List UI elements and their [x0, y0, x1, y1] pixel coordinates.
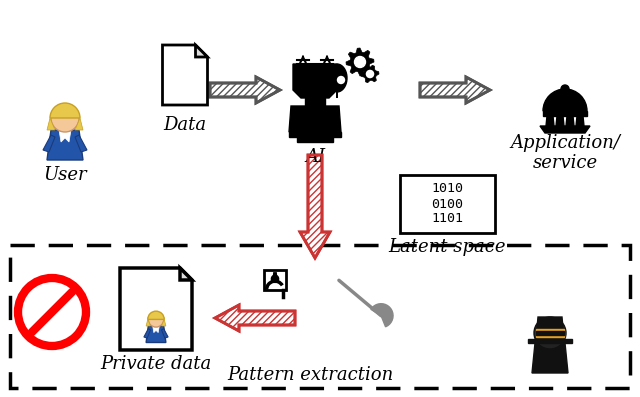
Polygon shape — [144, 329, 150, 338]
Polygon shape — [161, 329, 168, 338]
Polygon shape — [346, 48, 374, 76]
Polygon shape — [289, 132, 341, 137]
Circle shape — [51, 104, 79, 132]
Wedge shape — [148, 311, 164, 320]
Polygon shape — [75, 118, 83, 130]
Polygon shape — [536, 317, 564, 339]
Polygon shape — [420, 77, 490, 103]
Wedge shape — [543, 89, 587, 111]
Polygon shape — [540, 126, 590, 133]
Polygon shape — [293, 64, 337, 98]
Polygon shape — [532, 343, 568, 373]
Polygon shape — [536, 331, 564, 335]
Polygon shape — [195, 45, 207, 57]
Text: User: User — [43, 166, 87, 184]
Polygon shape — [337, 64, 347, 98]
Polygon shape — [289, 106, 341, 132]
Polygon shape — [300, 155, 330, 258]
Polygon shape — [528, 339, 572, 343]
Polygon shape — [371, 304, 393, 327]
Polygon shape — [543, 111, 587, 116]
Polygon shape — [47, 130, 83, 160]
Polygon shape — [273, 273, 277, 279]
Polygon shape — [576, 116, 584, 126]
Text: Private data: Private data — [100, 355, 212, 373]
Polygon shape — [146, 326, 166, 343]
Text: Application/
service: Application/ service — [510, 134, 620, 172]
Polygon shape — [163, 45, 207, 105]
Text: Latent space: Latent space — [388, 238, 506, 256]
Polygon shape — [146, 320, 150, 326]
Polygon shape — [180, 268, 192, 280]
Polygon shape — [120, 268, 192, 350]
Polygon shape — [556, 116, 564, 126]
Circle shape — [337, 77, 344, 83]
Polygon shape — [400, 175, 495, 233]
Polygon shape — [566, 116, 574, 126]
Text: AI: AI — [305, 148, 325, 166]
Polygon shape — [43, 135, 55, 152]
Polygon shape — [153, 326, 159, 333]
Wedge shape — [50, 103, 80, 118]
Circle shape — [271, 275, 278, 282]
Polygon shape — [215, 305, 295, 331]
Polygon shape — [75, 135, 87, 152]
Polygon shape — [264, 270, 286, 289]
Text: Data: Data — [163, 116, 207, 134]
Polygon shape — [59, 130, 71, 142]
Circle shape — [367, 70, 374, 77]
Polygon shape — [536, 329, 564, 337]
Circle shape — [355, 56, 365, 67]
Circle shape — [148, 312, 164, 327]
Circle shape — [534, 317, 566, 349]
Polygon shape — [305, 98, 325, 106]
Polygon shape — [47, 118, 55, 130]
Polygon shape — [297, 137, 333, 142]
Circle shape — [561, 85, 569, 93]
Polygon shape — [546, 116, 554, 126]
Text: Pattern extraction: Pattern extraction — [227, 366, 393, 384]
Polygon shape — [210, 77, 280, 103]
Polygon shape — [361, 66, 379, 83]
Polygon shape — [161, 320, 166, 326]
Text: 1010
0100
1101: 1010 0100 1101 — [431, 183, 463, 225]
